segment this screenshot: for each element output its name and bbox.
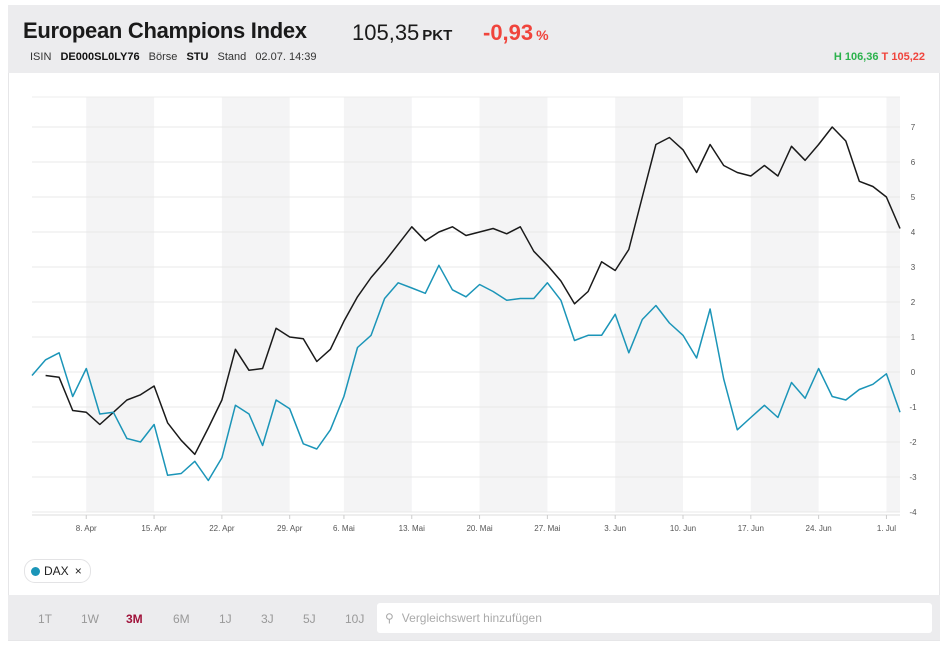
- week-band: [750, 97, 819, 512]
- high-low: H 106,36 T 105,22: [834, 51, 925, 63]
- y-tick-label: 0: [911, 368, 916, 377]
- compare-search-input[interactable]: [399, 610, 904, 626]
- x-tick-label: 13. Mai: [399, 524, 425, 533]
- stand-value: 02.07. 14:39: [255, 51, 317, 63]
- low-label: T: [881, 51, 889, 63]
- y-tick-label: 5: [911, 193, 916, 202]
- instrument-meta: ISIN DE000SL0LY76 Börse STU Stand 02.07.…: [30, 51, 328, 63]
- y-tick-label: 1: [911, 333, 916, 342]
- range-3j[interactable]: 3J: [261, 612, 274, 626]
- y-tick-label: 6: [911, 158, 916, 167]
- x-tick-label: 27. Mai: [534, 524, 560, 533]
- dax-color-dot: [31, 566, 40, 576]
- x-tick-label: 29. Apr: [277, 524, 303, 533]
- x-tick-label: 10. Jun: [670, 524, 696, 533]
- compare-search[interactable]: ⚲: [377, 603, 932, 633]
- x-tick-label: 3. Jun: [604, 524, 626, 533]
- x-tick-label: 15. Apr: [141, 524, 167, 533]
- exchange-label: Börse: [148, 51, 178, 63]
- performance-chart[interactable]: 7 6 5 4 3 2 1 0 -1 -2 -3 -4 8. Apr 15. Apr 22. Apr 29. …: [0, 80, 948, 540]
- page-title: European Champions Index: [23, 18, 307, 43]
- x-tick-label: 8. Apr: [76, 524, 97, 533]
- x-tick-label: 17. Jun: [738, 524, 764, 533]
- isin-value: DE000SL0LY76: [60, 51, 140, 63]
- x-tick-label: 20. Mai: [466, 524, 492, 533]
- y-tick-label: 4: [911, 228, 916, 237]
- change: -0,93%: [483, 20, 549, 46]
- y-tick-label: 3: [911, 263, 916, 272]
- isin-label: ISIN: [30, 51, 52, 63]
- range-1w[interactable]: 1W: [81, 612, 99, 626]
- week-band: [479, 97, 548, 512]
- y-tick-label: -2: [909, 438, 917, 447]
- range-10j[interactable]: 10J: [345, 612, 365, 626]
- week-band: [86, 97, 155, 512]
- price-value: 105,35: [352, 20, 420, 45]
- week-band: [343, 97, 412, 512]
- series-line-main: [45, 126, 901, 456]
- legend-label: DAX: [44, 564, 69, 578]
- x-tick-label: 24. Jun: [806, 524, 832, 533]
- high-value: 106,36: [844, 51, 879, 63]
- low-value: 105,22: [891, 51, 925, 63]
- week-band: [615, 97, 683, 512]
- week-band: [886, 97, 900, 512]
- week-band: [221, 97, 290, 512]
- change-value: -0,93: [483, 20, 534, 45]
- range-3m[interactable]: 3M: [126, 612, 143, 626]
- series-line-dax: [31, 264, 901, 482]
- price: 105,35 PKT: [352, 20, 452, 46]
- range-1t[interactable]: 1T: [38, 612, 53, 626]
- y-tick-label: -3: [909, 473, 917, 482]
- x-tick-label: 1. Jul: [877, 524, 896, 533]
- y-tick-label: -1: [909, 403, 917, 412]
- legend-item-dax: DAX ×: [24, 559, 91, 583]
- search-icon: ⚲: [385, 611, 394, 625]
- change-unit: %: [536, 27, 549, 43]
- stand-label: Stand: [217, 51, 247, 63]
- range-6m[interactable]: 6M: [173, 612, 190, 626]
- y-tick-label: 7: [911, 123, 916, 132]
- y-tick-label: -4: [909, 508, 917, 517]
- exchange-value: STU: [186, 51, 209, 63]
- x-tick-label: 6. Mai: [333, 524, 355, 533]
- range-1j[interactable]: 1J: [219, 612, 232, 626]
- range-toolbar: 1T 1W 3M 6M 1J 3J 5J 10J ⚲: [8, 595, 940, 640]
- instrument-header: European Champions Index 105,35 PKT -0,93…: [8, 5, 940, 73]
- x-tick-label: 22. Apr: [209, 524, 235, 533]
- high-label: H: [833, 51, 842, 63]
- price-unit: PKT: [422, 27, 453, 44]
- remove-comparison-button[interactable]: ×: [74, 564, 82, 578]
- range-5j[interactable]: 5J: [303, 612, 316, 626]
- y-tick-label: 2: [911, 298, 916, 307]
